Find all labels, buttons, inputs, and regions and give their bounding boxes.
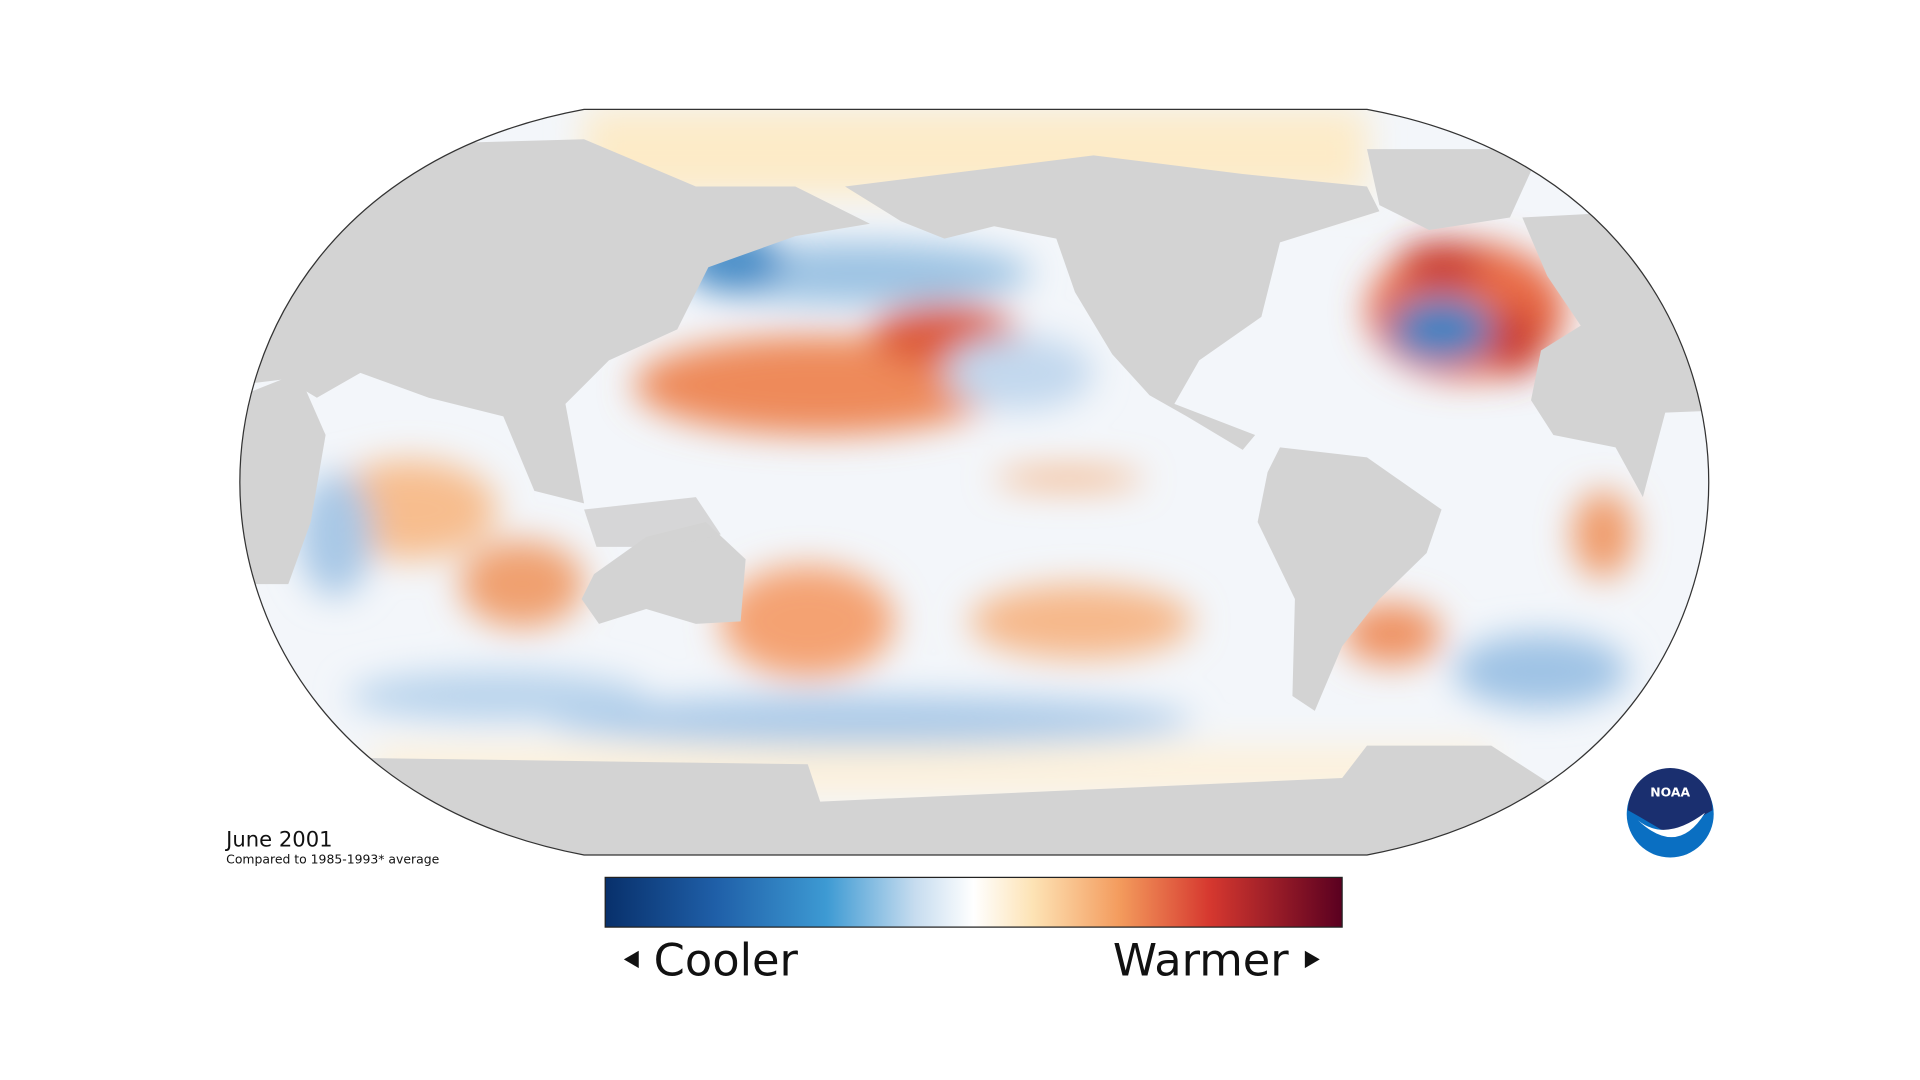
logo-text: NOAA bbox=[1650, 785, 1690, 800]
map-title: June 2001 bbox=[224, 826, 332, 851]
noaa-logo: NOAA bbox=[1626, 768, 1714, 858]
warmer-label: Warmer bbox=[1113, 934, 1289, 987]
map-outline bbox=[239, 108, 1710, 856]
anomaly-field bbox=[298, 109, 1635, 796]
cooler-label: Cooler bbox=[654, 934, 799, 987]
color-scale bbox=[604, 876, 1343, 928]
cooler-arrow bbox=[623, 950, 639, 969]
warmer-arrow bbox=[1304, 950, 1320, 969]
map-subtitle: Compared to 1985-1993* average bbox=[226, 852, 439, 867]
land bbox=[239, 139, 1709, 856]
map-body bbox=[239, 109, 1709, 856]
